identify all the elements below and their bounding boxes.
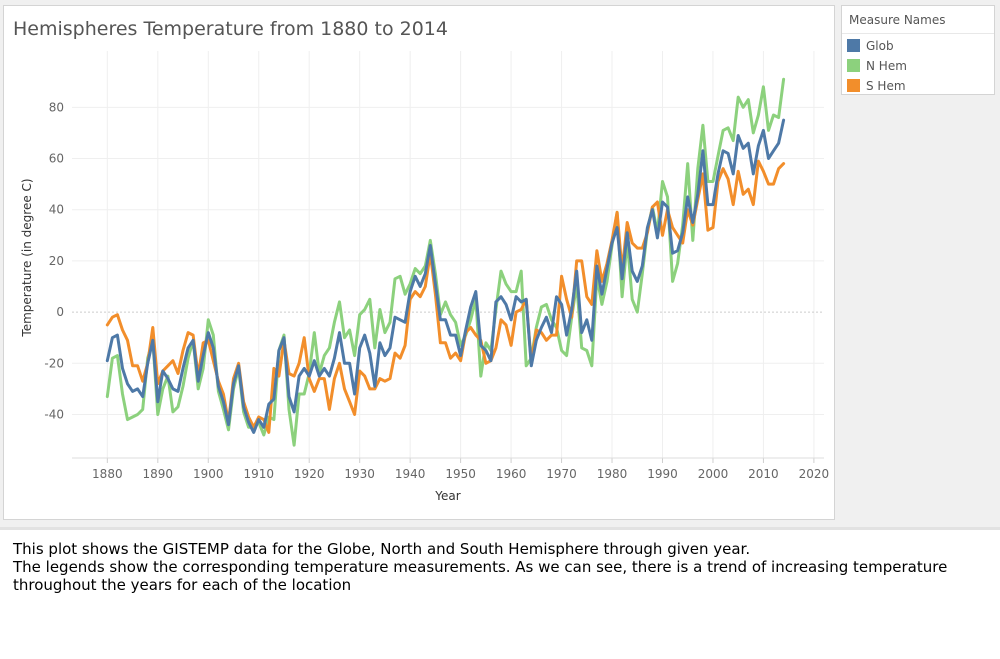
legend-swatch-s-hem <box>847 79 860 92</box>
legend-swatch-glob <box>847 39 860 52</box>
y-tick-label: 0 <box>56 305 64 319</box>
x-tick-label: 1920 <box>294 467 325 481</box>
legend-item-glob[interactable]: Glob <box>847 38 987 54</box>
legend-item-n-hem[interactable]: N Hem <box>847 58 987 74</box>
x-axis-ticks: 1880 1890 1900 1910 1920 1930 1940 1950 1960 1970… <box>92 458 829 481</box>
x-tick-label: 1910 <box>243 467 274 481</box>
x-tick-label: 2000 <box>698 467 729 481</box>
x-tick-label: 1880 <box>92 467 123 481</box>
legend-item-s-hem[interactable]: S Hem <box>847 78 987 94</box>
legend-label-glob: Glob <box>866 39 894 53</box>
x-tick-label: 2020 <box>799 467 830 481</box>
page-divider <box>0 527 1000 530</box>
legend-label-n-hem: N Hem <box>866 59 907 73</box>
y-tick-label: -20 <box>44 356 64 370</box>
x-tick-label: 1940 <box>395 467 426 481</box>
chart-title: Hemispheres Temperature from 1880 to 201… <box>13 18 448 40</box>
x-tick-label: 1990 <box>647 467 678 481</box>
series-line-s-hem[interactable] <box>105 159 786 434</box>
chart-panel: Hemispheres Temperature from 1880 to 201… <box>3 5 835 520</box>
legend-divider <box>842 33 994 34</box>
y-tick-label: -40 <box>44 407 64 421</box>
legend-swatch-n-hem <box>847 59 860 72</box>
description-line-2: The legends show the corresponding tempe… <box>13 558 948 594</box>
y-tick-label: 80 <box>49 100 64 114</box>
gridlines <box>72 51 824 458</box>
description-line-1: This plot shows the GISTEMP data for the… <box>13 540 751 558</box>
y-tick-label: 60 <box>49 152 64 166</box>
line-chart: -40 -20 0 20 40 60 80 1880 1890 1900 1910 1920 1930… <box>20 51 829 503</box>
y-axis-title: Temperature (in degree C) <box>20 178 34 337</box>
x-tick-label: 1960 <box>496 467 527 481</box>
x-tick-label: 1930 <box>344 467 375 481</box>
description-text: This plot shows the GISTEMP data for the… <box>13 540 988 594</box>
legend-title: Measure Names <box>849 13 946 27</box>
legend-label-s-hem: S Hem <box>866 79 906 93</box>
series-line-glob[interactable] <box>105 118 786 434</box>
x-tick-label: 2010 <box>748 467 779 481</box>
y-tick-label: 20 <box>49 254 64 268</box>
x-tick-label: 1890 <box>143 467 174 481</box>
x-tick-label: 1950 <box>445 467 476 481</box>
x-tick-label: 1980 <box>597 467 628 481</box>
series-lines[interactable] <box>105 77 786 447</box>
x-axis-title: Year <box>434 489 460 503</box>
x-tick-label: 1900 <box>193 467 224 481</box>
y-tick-label: 40 <box>49 203 64 217</box>
series-line-n-hem[interactable] <box>105 77 786 447</box>
y-axis-ticks: -40 -20 0 20 40 60 80 <box>44 100 64 421</box>
x-tick-label: 1970 <box>546 467 577 481</box>
legend-panel: Measure Names Glob N Hem S Hem <box>841 5 995 95</box>
